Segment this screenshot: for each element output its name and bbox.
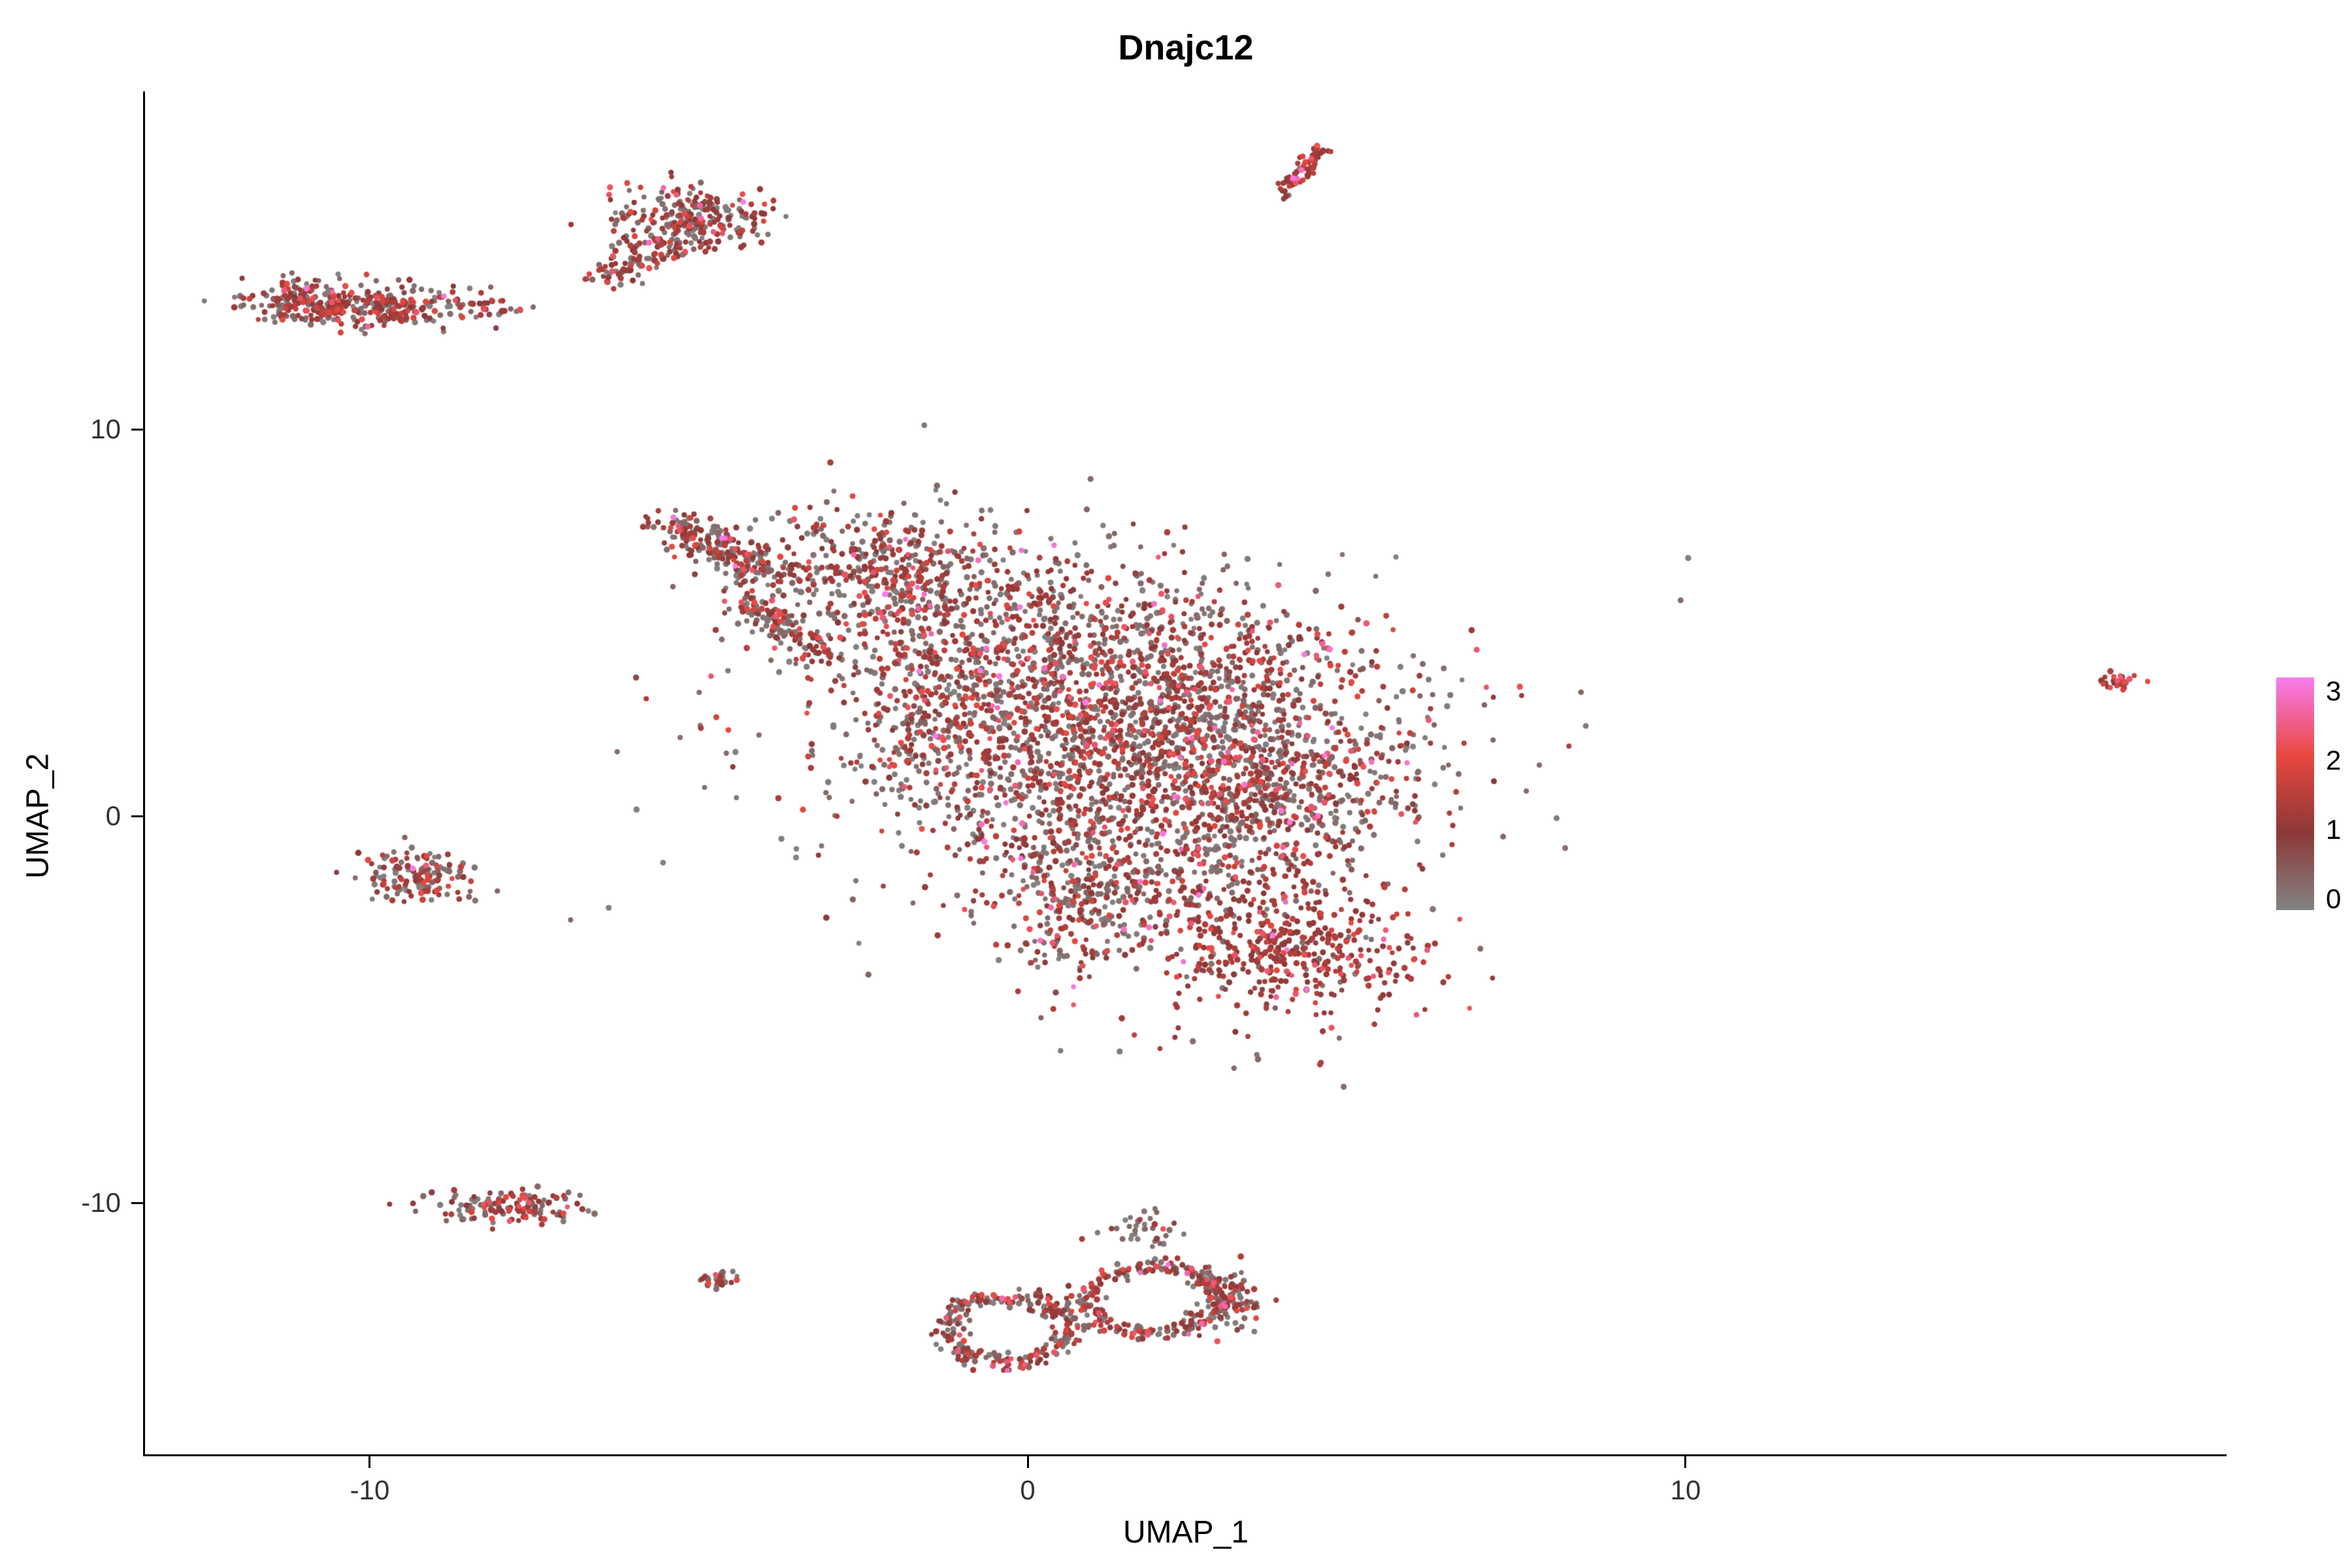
legend-label: 0 [2326, 883, 2342, 914]
y-tick-mark [131, 815, 143, 817]
x-tick-mark [1027, 1456, 1029, 1468]
x-axis-title: UMAP_1 [1122, 1515, 1249, 1550]
x-tick-label: -10 [350, 1475, 390, 1505]
x-tick-label: 10 [1670, 1475, 1701, 1505]
y-axis-line [143, 91, 145, 1456]
scatter-canvas [145, 91, 2227, 1454]
y-tick-mark [131, 429, 143, 431]
y-tick-mark [131, 1202, 143, 1204]
y-axis-title: UMAP_2 [20, 753, 56, 879]
legend-label: 2 [2326, 745, 2342, 776]
x-axis-line [143, 1454, 2227, 1456]
y-tick-label: 10 [90, 414, 121, 444]
legend-label: 3 [2326, 676, 2342, 706]
y-tick-label: 0 [105, 800, 121, 831]
legend-label: 1 [2326, 814, 2342, 845]
x-tick-mark [1684, 1456, 1686, 1468]
plot-panel [145, 91, 2227, 1454]
x-tick-mark [368, 1456, 370, 1468]
x-tick-label: 0 [1020, 1475, 1036, 1505]
legend-colorbar [2276, 678, 2314, 910]
chart-title: Dnajc12 [1118, 28, 1254, 67]
y-tick-label: -10 [81, 1187, 121, 1218]
